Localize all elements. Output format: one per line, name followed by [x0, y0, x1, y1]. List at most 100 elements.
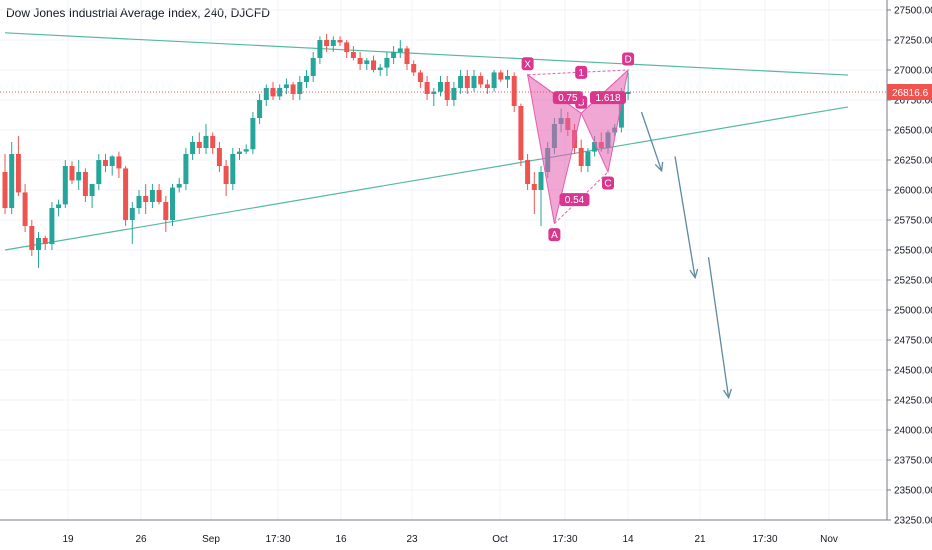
projection-arrow	[674, 156, 696, 278]
candle-body	[56, 204, 62, 208]
trendline	[4, 32, 849, 76]
pattern-point-label-bg	[548, 228, 561, 242]
candle-body	[384, 58, 390, 68]
x-tick-label: Sep	[202, 534, 220, 545]
x-tick-label: 19	[62, 534, 74, 545]
pattern-point-label: C	[604, 179, 611, 190]
candle-body	[290, 84, 296, 94]
candle-body	[364, 60, 370, 64]
candle-body	[391, 52, 397, 58]
x-tick-label: Oct	[492, 534, 508, 545]
candle-body	[344, 42, 350, 52]
candle-body	[123, 168, 129, 220]
candle-body	[36, 238, 41, 250]
y-tick-label: 24250.00	[894, 396, 932, 407]
projection-arrow	[640, 111, 663, 172]
projection-arrow	[707, 257, 730, 398]
candle-body	[2, 172, 8, 208]
candle-body	[29, 226, 35, 250]
candle-body	[263, 88, 269, 100]
projection-arrow-head	[723, 388, 732, 400]
pattern-point-label: A	[551, 230, 558, 241]
candle-body	[143, 196, 149, 202]
y-tick-label: 24750.00	[894, 336, 932, 347]
candle-body	[176, 184, 182, 188]
pattern-ratio-label-bg	[552, 91, 583, 105]
candle-body	[511, 76, 517, 106]
candle-body	[89, 184, 95, 196]
candle-body	[337, 40, 343, 43]
y-tick-label: 25250.00	[894, 276, 932, 287]
candle-body	[42, 238, 48, 244]
candle-body	[484, 84, 490, 88]
y-tick-label: 23500.00	[894, 486, 932, 497]
candle-body	[257, 100, 263, 118]
candle-body	[417, 72, 423, 82]
candle-body	[618, 94, 624, 128]
candle-body	[156, 190, 162, 202]
pattern-ratio-label: 0.54	[565, 195, 585, 206]
y-tick-label: 24000.00	[894, 426, 932, 437]
last-price-label: 26816.6	[892, 88, 929, 99]
candle-body	[62, 166, 68, 205]
candle-body	[223, 166, 229, 184]
pattern-ratio-label-bg	[590, 91, 626, 105]
y-tick-label: 27250.00	[894, 36, 932, 47]
pattern-ratio-label-bg	[575, 65, 588, 79]
candle-body	[538, 172, 544, 190]
candle-body	[69, 166, 75, 181]
pattern-point-label: D	[624, 55, 631, 66]
candle-body	[237, 151, 242, 154]
candle-body	[491, 72, 497, 88]
candle-body	[76, 172, 82, 181]
x-tick-label: 23	[406, 534, 418, 545]
pattern-point-label-bg	[622, 52, 635, 66]
pattern-point-label: X	[524, 59, 531, 70]
pattern-ratio-label-bg	[559, 193, 590, 207]
candle-body	[203, 136, 209, 148]
candle-body	[324, 40, 330, 46]
candle-body	[525, 160, 531, 184]
y-tick-label: 25750.00	[894, 216, 932, 227]
candle-body	[438, 82, 443, 92]
candle-body	[210, 136, 216, 148]
candle-body	[183, 154, 189, 184]
x-tick-label: 17:30	[752, 534, 777, 545]
candle-body	[9, 154, 15, 208]
candle-body	[216, 148, 222, 166]
candle-body	[129, 208, 135, 220]
x-tick-label: 16	[335, 534, 347, 545]
candle-body	[96, 160, 102, 184]
candle-body	[592, 142, 598, 152]
candle-body	[297, 82, 303, 94]
candle-body	[444, 82, 450, 100]
y-tick-label: 24500.00	[894, 366, 932, 377]
candle-body	[424, 82, 430, 94]
candle-body	[505, 76, 510, 80]
candle-body	[243, 149, 249, 152]
candle-body	[585, 151, 591, 166]
y-tick-label: 26000.00	[894, 186, 932, 197]
y-tick-label: 23250.00	[894, 516, 932, 527]
candle-body	[377, 67, 383, 70]
candle-body	[230, 154, 236, 184]
x-tick-label: 17:30	[265, 534, 290, 545]
candle-body	[578, 148, 584, 166]
candle-body	[404, 48, 410, 64]
x-tick-label: 14	[622, 534, 634, 545]
y-tick-label: 27000.00	[894, 66, 932, 77]
candle-body	[478, 76, 484, 85]
candle-body	[411, 64, 417, 73]
x-tick-label: 21	[694, 534, 706, 545]
candle-body	[310, 58, 316, 76]
y-tick-label: 23750.00	[894, 456, 932, 467]
pattern-point-label-bg	[521, 57, 534, 71]
candle-body	[451, 88, 457, 100]
last-price-badge	[887, 84, 932, 101]
candle-body	[49, 208, 55, 244]
candle-body	[283, 84, 289, 88]
pattern-ratio-label: 1.618	[595, 93, 620, 104]
trendline	[4, 106, 849, 251]
